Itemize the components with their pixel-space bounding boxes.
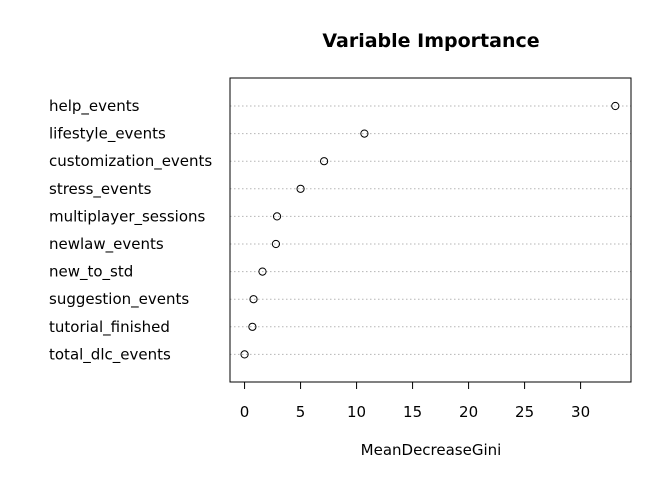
data-point bbox=[258, 267, 267, 276]
x-tick-label: 10 bbox=[347, 403, 366, 421]
row-label: total_dlc_events bbox=[49, 345, 171, 364]
row-label: help_events bbox=[49, 97, 140, 116]
data-point bbox=[271, 239, 281, 249]
row-labels: help_events lifestyle_events customization… bbox=[49, 97, 212, 364]
data-point bbox=[272, 212, 282, 221]
row-label: stress_events bbox=[49, 180, 152, 199]
row-label: newlaw_events bbox=[49, 235, 164, 254]
x-tick-label: 30 bbox=[571, 403, 590, 421]
x-tick-label: 25 bbox=[515, 403, 534, 421]
row-label: multiplayer_sessions bbox=[49, 207, 206, 226]
data-point bbox=[611, 101, 620, 111]
x-tick-label: 5 bbox=[296, 403, 306, 421]
x-axis-title: MeanDecreaseGini bbox=[361, 441, 502, 459]
data-point bbox=[296, 184, 305, 193]
x-tick-label: 0 bbox=[240, 403, 250, 421]
chart-title: Variable Importance bbox=[322, 30, 539, 52]
row-label: new_to_std bbox=[49, 263, 133, 282]
x-tick-label: 15 bbox=[403, 403, 422, 421]
grid-lines bbox=[230, 105, 631, 355]
x-tick-label: 20 bbox=[459, 403, 478, 421]
data-point bbox=[240, 350, 249, 359]
row-label: suggestion_events bbox=[49, 290, 189, 309]
data-point bbox=[249, 295, 258, 304]
data-point bbox=[248, 322, 257, 331]
row-label: lifestyle_events bbox=[49, 125, 166, 144]
data-point bbox=[319, 157, 329, 166]
data-point bbox=[360, 129, 369, 138]
x-axis: 0 5 10 15 20 25 30 bbox=[240, 381, 590, 421]
plot-frame bbox=[229, 77, 632, 383]
row-label: customization_events bbox=[49, 152, 212, 171]
data-points bbox=[240, 101, 620, 359]
row-label: tutorial_finished bbox=[49, 318, 170, 337]
